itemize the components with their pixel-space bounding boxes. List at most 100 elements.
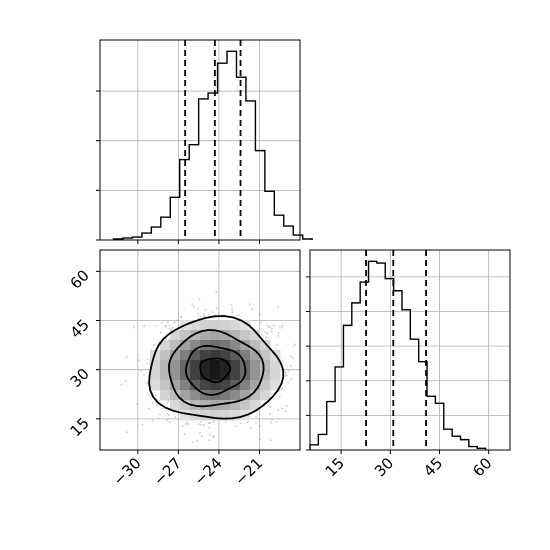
scatter-point (168, 324, 171, 327)
scatter-point (264, 331, 267, 334)
scatter-point (200, 435, 203, 438)
scatter-point (291, 357, 294, 359)
density-cell (260, 350, 271, 361)
scatter-point (147, 407, 150, 410)
density-cell (210, 360, 221, 371)
scatter-point (141, 423, 144, 426)
scatter-point (191, 441, 194, 444)
contour-line-0 (148, 315, 285, 420)
scatter-point (187, 422, 190, 425)
scatter-point (183, 433, 186, 436)
density-cell (270, 380, 281, 391)
density-cell (260, 370, 271, 381)
scatter-point (270, 327, 273, 330)
bottom-left-y-tick-label-1: 30 (67, 365, 93, 391)
scatter-point (181, 424, 184, 427)
scatter-point (287, 381, 289, 384)
density-cell (230, 400, 241, 411)
scatter-point (209, 422, 211, 425)
density-cell (220, 340, 231, 351)
scatter-point (173, 321, 176, 324)
density-cell (230, 340, 241, 351)
density-cell (230, 410, 241, 421)
density-cell (250, 330, 261, 341)
bottom-left-y-tick-label-3: 60 (67, 266, 93, 292)
scatter-point (136, 403, 139, 405)
density-cell (180, 380, 191, 391)
scatter-point (231, 308, 234, 311)
density-cell (220, 370, 231, 381)
scatter-point (260, 334, 263, 337)
scatter-point (249, 303, 251, 306)
scatter-point (238, 313, 240, 316)
top-left-axes (96, 39, 301, 244)
scatter-point (285, 405, 288, 407)
scatter-point (151, 401, 154, 404)
scatter-point (139, 369, 142, 372)
density-cell (240, 390, 251, 401)
density-cell (240, 380, 251, 391)
density-cell (170, 350, 181, 361)
scatter-point (203, 315, 206, 318)
bottom-left-x-tick-label-0: −30 (110, 454, 145, 489)
bottom-right-quantile-lines (365, 250, 427, 450)
bottom-right-grid (310, 250, 510, 450)
density-cell (270, 360, 281, 371)
scatter-point (215, 290, 218, 293)
density-cell (160, 380, 171, 391)
scatter-point (197, 313, 200, 315)
density-cell (210, 320, 221, 331)
density-cell (180, 370, 191, 381)
scatter-point (270, 418, 273, 421)
density-cell (190, 330, 201, 341)
density-cell (240, 330, 251, 341)
scatter-point (278, 395, 281, 398)
density-cell (170, 370, 181, 381)
density-cell (190, 380, 201, 391)
density-cell (180, 410, 191, 421)
scatter-point (269, 325, 271, 328)
bottom-left-x-tick-label-1: −27 (150, 454, 185, 489)
density-cell (180, 360, 191, 371)
scatter-point (157, 417, 160, 420)
density-cell (250, 390, 261, 401)
scatter-point (161, 407, 164, 410)
scatter-point (199, 420, 202, 423)
density-cell (160, 360, 171, 371)
scatter-point (168, 421, 171, 424)
scatter-point (196, 440, 199, 443)
scatter-point (269, 439, 272, 442)
scatter-point (234, 425, 237, 428)
density-cell (180, 330, 191, 341)
scatter-point (146, 362, 149, 365)
scatter-point (212, 434, 215, 437)
scatter-point (276, 343, 279, 346)
scatter-point (280, 387, 283, 390)
scatter-point (133, 326, 136, 329)
bottom-left-contours (148, 315, 285, 420)
scatter-point (185, 423, 188, 426)
density-cell (200, 320, 211, 331)
scatter-point (265, 324, 268, 327)
density-cell (160, 370, 171, 381)
scatter-point (166, 401, 169, 404)
density-cell (230, 350, 241, 361)
contour-line-1 (168, 329, 265, 408)
bottom-left-x-tick-label-2: −24 (191, 454, 226, 489)
scatter-point (180, 316, 183, 318)
density-cell (180, 400, 191, 411)
density-cell (250, 350, 261, 361)
density-cell (190, 370, 201, 381)
density-cell (220, 350, 231, 361)
scatter-point (284, 410, 287, 413)
density-cell (240, 320, 251, 331)
scatter-point (267, 405, 270, 407)
scatter-point (197, 308, 200, 311)
density-cell (150, 370, 161, 381)
scatter-point (279, 325, 282, 328)
bottom-right-x-tick-label-3: 60 (469, 454, 495, 480)
density-cell (250, 380, 261, 391)
density-cell (200, 350, 211, 361)
bottom-right-x-tick-label-1: 30 (371, 454, 397, 480)
density-cell (240, 400, 251, 411)
